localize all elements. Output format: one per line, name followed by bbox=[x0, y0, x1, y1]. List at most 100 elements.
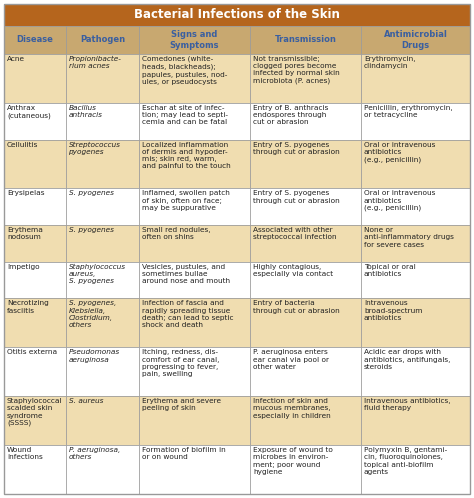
Bar bbox=[361, 188, 470, 225]
Text: Antimicrobial
Drugs: Antimicrobial Drugs bbox=[383, 30, 447, 50]
Text: Streptococcus
pyogenes: Streptococcus pyogenes bbox=[69, 141, 120, 155]
Bar bbox=[139, 225, 250, 262]
Text: Localized inflammation
of dermis and hypoder-
mis; skin red, warm,
and painful t: Localized inflammation of dermis and hyp… bbox=[142, 141, 231, 169]
Bar bbox=[250, 396, 361, 445]
Bar bbox=[361, 347, 470, 396]
Text: Entry of S. pyogenes
through cut or abrasion: Entry of S. pyogenes through cut or abra… bbox=[253, 190, 340, 204]
Text: Itching, redness, dis-
comfort of ear canal,
progressing to fever,
pain, swellin: Itching, redness, dis- comfort of ear ca… bbox=[142, 349, 219, 377]
Bar bbox=[361, 262, 470, 298]
Bar bbox=[65, 188, 139, 225]
Text: Pseudomonas
aeruginosa: Pseudomonas aeruginosa bbox=[69, 349, 120, 363]
Text: Small red nodules,
often on shins: Small red nodules, often on shins bbox=[142, 227, 210, 241]
Text: Infection of skin and
mucous membranes,
especially in children: Infection of skin and mucous membranes, … bbox=[253, 398, 331, 419]
Bar bbox=[361, 26, 470, 54]
Text: Cellulitis: Cellulitis bbox=[7, 141, 38, 147]
Text: Disease: Disease bbox=[16, 35, 53, 44]
Text: S. aureus: S. aureus bbox=[69, 398, 103, 404]
Text: Inflamed, swollen patch
of skin, often on face;
may be suppurative: Inflamed, swollen patch of skin, often o… bbox=[142, 190, 230, 211]
Bar bbox=[4, 298, 65, 347]
Bar bbox=[139, 298, 250, 347]
Text: Pathogen: Pathogen bbox=[80, 35, 125, 44]
Text: S. pyogenes,
Klebsiella,
Clostridium,
others: S. pyogenes, Klebsiella, Clostridium, ot… bbox=[69, 300, 116, 328]
Bar bbox=[250, 445, 361, 494]
Text: Entry of bacteria
through cut or abrasion: Entry of bacteria through cut or abrasio… bbox=[253, 300, 340, 314]
Text: S. pyogenes: S. pyogenes bbox=[69, 190, 113, 196]
Bar bbox=[139, 188, 250, 225]
Text: Oral or intravenous
antibiotics
(e.g., penicillin): Oral or intravenous antibiotics (e.g., p… bbox=[364, 190, 435, 212]
Bar bbox=[361, 396, 470, 445]
Bar bbox=[65, 298, 139, 347]
Bar bbox=[250, 139, 361, 188]
Text: P. aeruginosa enters
ear canal via pool or
other water: P. aeruginosa enters ear canal via pool … bbox=[253, 349, 329, 370]
Bar bbox=[139, 262, 250, 298]
Bar bbox=[139, 347, 250, 396]
Text: Erythema and severe
peeling of skin: Erythema and severe peeling of skin bbox=[142, 398, 221, 411]
Text: Comedones (white-
heads, blackheads);
papules, pustules, nod-
ules, or pseudocys: Comedones (white- heads, blackheads); pa… bbox=[142, 56, 228, 85]
Bar bbox=[250, 54, 361, 103]
Text: Polymyxin B, gentami-
cin, fluoroquinolones,
topical anti-biofilm
agents: Polymyxin B, gentami- cin, fluoroquinolo… bbox=[364, 447, 447, 475]
Text: Vesicles, pustules, and
sometimes bullae
around nose and mouth: Vesicles, pustules, and sometimes bullae… bbox=[142, 264, 230, 284]
Bar bbox=[65, 396, 139, 445]
Bar bbox=[250, 262, 361, 298]
Bar bbox=[250, 298, 361, 347]
Text: Propionibacte-
rium acnes: Propionibacte- rium acnes bbox=[69, 56, 121, 69]
Bar bbox=[250, 103, 361, 139]
Text: Eschar at site of infec-
tion; may lead to septi-
cemia and can be fatal: Eschar at site of infec- tion; may lead … bbox=[142, 105, 228, 125]
Text: Entry of S. pyogenes
through cut or abrasion: Entry of S. pyogenes through cut or abra… bbox=[253, 141, 340, 155]
Bar bbox=[65, 54, 139, 103]
Bar bbox=[65, 225, 139, 262]
Bar bbox=[4, 396, 65, 445]
Text: P. aeruginosa,
others: P. aeruginosa, others bbox=[69, 447, 120, 460]
Text: Formation of biofilm in
or on wound: Formation of biofilm in or on wound bbox=[142, 447, 226, 460]
Text: Impetigo: Impetigo bbox=[7, 264, 40, 270]
Text: Erythema
nodosum: Erythema nodosum bbox=[7, 227, 43, 241]
Bar bbox=[250, 225, 361, 262]
Bar bbox=[4, 26, 65, 54]
Bar bbox=[361, 54, 470, 103]
Text: Associated with other
streptococcal infection: Associated with other streptococcal infe… bbox=[253, 227, 337, 241]
Text: Acidic ear drops with
antibiotics, antifungals,
steroids: Acidic ear drops with antibiotics, antif… bbox=[364, 349, 450, 370]
Bar bbox=[139, 54, 250, 103]
Bar bbox=[250, 188, 361, 225]
Text: Entry of B. anthracis
endospores through
cut or abrasion: Entry of B. anthracis endospores through… bbox=[253, 105, 328, 125]
Text: Highly contagious,
especially via contact: Highly contagious, especially via contac… bbox=[253, 264, 333, 277]
Bar bbox=[65, 139, 139, 188]
Bar bbox=[361, 139, 470, 188]
Bar bbox=[65, 445, 139, 494]
Text: Topical or oral
antibiotics: Topical or oral antibiotics bbox=[364, 264, 416, 277]
Text: Acne: Acne bbox=[7, 56, 25, 62]
Bar bbox=[4, 103, 65, 139]
Text: Staphylococcal
scalded skin
syndrome
(SSSS): Staphylococcal scalded skin syndrome (SS… bbox=[7, 398, 63, 426]
Text: Necrotizing
fasciitis: Necrotizing fasciitis bbox=[7, 300, 49, 314]
Bar bbox=[139, 103, 250, 139]
Bar bbox=[4, 54, 65, 103]
Text: Bacterial Infections of the Skin: Bacterial Infections of the Skin bbox=[134, 8, 340, 21]
Text: Signs and
Symptoms: Signs and Symptoms bbox=[170, 30, 219, 50]
Bar bbox=[65, 26, 139, 54]
Bar bbox=[4, 139, 65, 188]
Text: Erysipelas: Erysipelas bbox=[7, 190, 45, 196]
Bar bbox=[361, 103, 470, 139]
Bar bbox=[139, 396, 250, 445]
Bar bbox=[361, 225, 470, 262]
Text: Wound
infections: Wound infections bbox=[7, 447, 43, 460]
Text: Staphylococcus
aureus,
S. pyogenes: Staphylococcus aureus, S. pyogenes bbox=[69, 264, 126, 284]
Bar bbox=[4, 225, 65, 262]
Bar bbox=[65, 103, 139, 139]
Bar bbox=[65, 262, 139, 298]
Bar bbox=[4, 347, 65, 396]
Text: Otitis externa: Otitis externa bbox=[7, 349, 57, 356]
Text: Intravenous
broad-spectrum
antibiotics: Intravenous broad-spectrum antibiotics bbox=[364, 300, 422, 321]
Text: Bacillus
anthracis: Bacillus anthracis bbox=[69, 105, 102, 118]
Bar bbox=[4, 4, 470, 26]
Text: Infection of fascia and
rapidly spreading tissue
death; can lead to septic
shock: Infection of fascia and rapidly spreadin… bbox=[142, 300, 234, 328]
Bar bbox=[65, 347, 139, 396]
Bar bbox=[139, 139, 250, 188]
Bar bbox=[361, 298, 470, 347]
Bar bbox=[250, 347, 361, 396]
Text: Transmission: Transmission bbox=[274, 35, 337, 44]
Text: Erythromycin,
clindamycin: Erythromycin, clindamycin bbox=[364, 56, 415, 69]
Text: None or
anti-inflammatory drugs
for severe cases: None or anti-inflammatory drugs for seve… bbox=[364, 227, 454, 248]
Bar bbox=[4, 445, 65, 494]
Bar bbox=[250, 26, 361, 54]
